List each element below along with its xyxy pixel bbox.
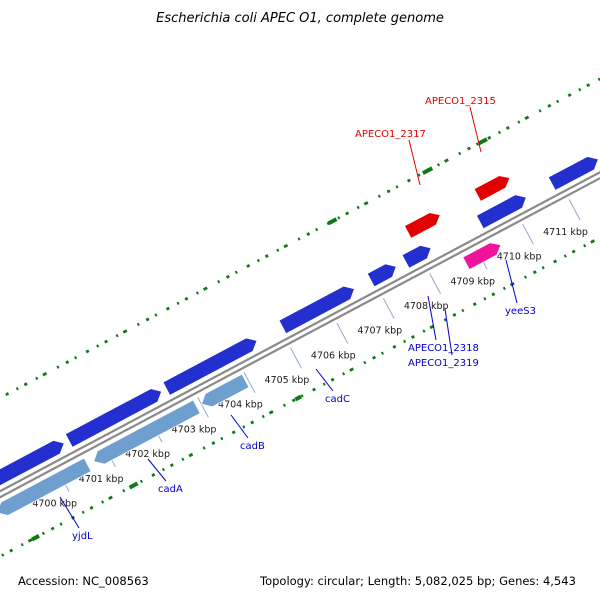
gene-arrow-APECO1_2315 [473, 175, 511, 202]
backbone-line [0, 171, 600, 493]
gene-arrow [401, 244, 432, 269]
tick-leader [568, 199, 581, 221]
tick-label: 4709 kbp [450, 276, 495, 287]
gene-arrow [366, 263, 397, 288]
tick-leader [429, 273, 442, 295]
tick-leader [197, 396, 209, 418]
orf-block [128, 481, 139, 490]
gene-arrow-APECO1_2317 [403, 212, 441, 239]
tick-leader [336, 322, 349, 344]
gene-arrow-yjdL [0, 457, 92, 516]
feature-label: APECO1_2318 [408, 343, 479, 354]
feature-label-leader [230, 414, 249, 439]
feature-label: yeeS3 [505, 306, 536, 317]
gene-arrow [162, 337, 258, 396]
orf-track-inner [1, 235, 600, 557]
tick-label: 4704 kbp [218, 400, 263, 411]
feature-label-leader [427, 295, 437, 341]
tick-label: 4705 kbp [265, 375, 310, 386]
feature-label-leader [505, 259, 518, 304]
feature-label-leader [147, 458, 167, 482]
feature-label: yjdL [72, 531, 93, 542]
gene-arrow [0, 439, 65, 487]
tick-label: 4706 kbp [311, 350, 356, 361]
backbone-line [0, 176, 600, 499]
tick-label: 4708 kbp [404, 301, 449, 312]
accession-text: Accession: NC_008563 [18, 574, 149, 588]
tick-label: 4711 kbp [543, 227, 588, 238]
orf-block [327, 217, 338, 226]
tick-label: 4703 kbp [172, 424, 217, 435]
gene-arrow-yeeS3 [462, 242, 502, 271]
feature-label: cadB [240, 441, 265, 452]
tick-label: 4701 kbp [79, 474, 124, 485]
feature-label-leader [59, 496, 80, 529]
orf-block [294, 394, 302, 402]
feature-label: cadA [158, 484, 183, 495]
tick-leader [382, 298, 395, 319]
gene-arrow-cadC [278, 285, 356, 335]
gene-arrow [64, 388, 163, 448]
tick-label: 4707 kbp [357, 326, 402, 337]
orf-block [421, 166, 434, 175]
feature-label: APECO1_2317 [355, 129, 426, 140]
gene-arrow-cadB [200, 373, 250, 408]
genome-title: Escherichia coli APEC O1, complete genom… [156, 11, 444, 26]
orf-block [31, 534, 40, 542]
gene-arrow [547, 156, 599, 191]
feature-label-leader [444, 308, 453, 356]
gene-arrow-cadA [93, 399, 201, 465]
feature-label-leader [315, 368, 334, 392]
feature-label: APECO1_2319 [408, 358, 479, 369]
tick-leader [522, 223, 534, 245]
feature-label: cadC [325, 394, 350, 405]
tick-label: 4700 kbp [32, 499, 77, 510]
feature-label: APECO1_2315 [425, 96, 496, 107]
tick-label: 4710 kbp [497, 252, 542, 263]
tick-leader [290, 347, 302, 369]
feature-label-leader [469, 106, 482, 153]
tick-label: 4702 kbp [125, 449, 170, 460]
tick-leader [243, 372, 256, 393]
orf-block [477, 137, 488, 146]
feature-label-leader [408, 139, 421, 186]
gene-arrow [475, 194, 527, 230]
topology-summary-text: Topology: circular; Length: 5,082,025 bp… [260, 574, 576, 588]
